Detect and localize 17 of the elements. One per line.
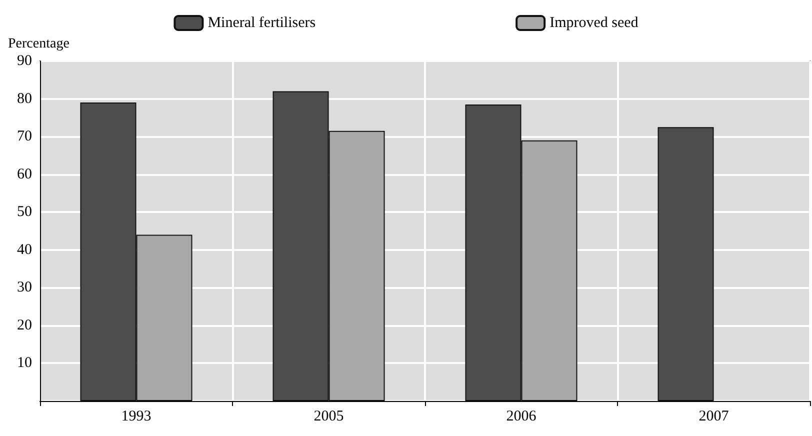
y-tick-label: 40 — [17, 242, 32, 258]
legend-label: Improved seed — [550, 15, 639, 31]
x-tick-label: 2007 — [698, 408, 730, 424]
legend-label: Mineral fertilisers — [208, 15, 316, 31]
y-tick-label: 20 — [17, 317, 32, 334]
x-tick-label: 1993 — [121, 408, 152, 424]
y-tick-label: 90 — [17, 53, 32, 69]
y-axis-title: Percentage — [8, 36, 70, 52]
x-tick-label: 2006 — [506, 408, 537, 424]
y-tick-label: 50 — [17, 204, 32, 220]
y-tick-label: 70 — [17, 128, 32, 145]
y-tick-label: 10 — [17, 355, 32, 372]
y-tick-label: 60 — [17, 166, 32, 182]
y-tick-label: 30 — [17, 280, 32, 296]
x-tick-label: 2005 — [314, 408, 344, 424]
y-tick-label: 80 — [17, 90, 32, 107]
bar — [658, 127, 714, 401]
